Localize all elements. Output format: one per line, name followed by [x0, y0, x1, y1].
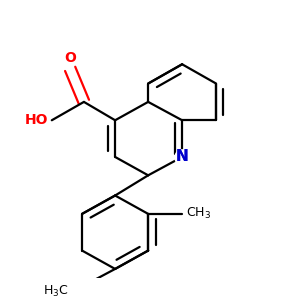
Text: CH$_3$: CH$_3$	[186, 206, 211, 221]
Text: HO: HO	[25, 113, 48, 127]
Text: O: O	[64, 51, 76, 65]
Text: H$_3$C: H$_3$C	[43, 284, 68, 299]
Text: N: N	[176, 149, 188, 164]
Text: N: N	[176, 149, 188, 164]
